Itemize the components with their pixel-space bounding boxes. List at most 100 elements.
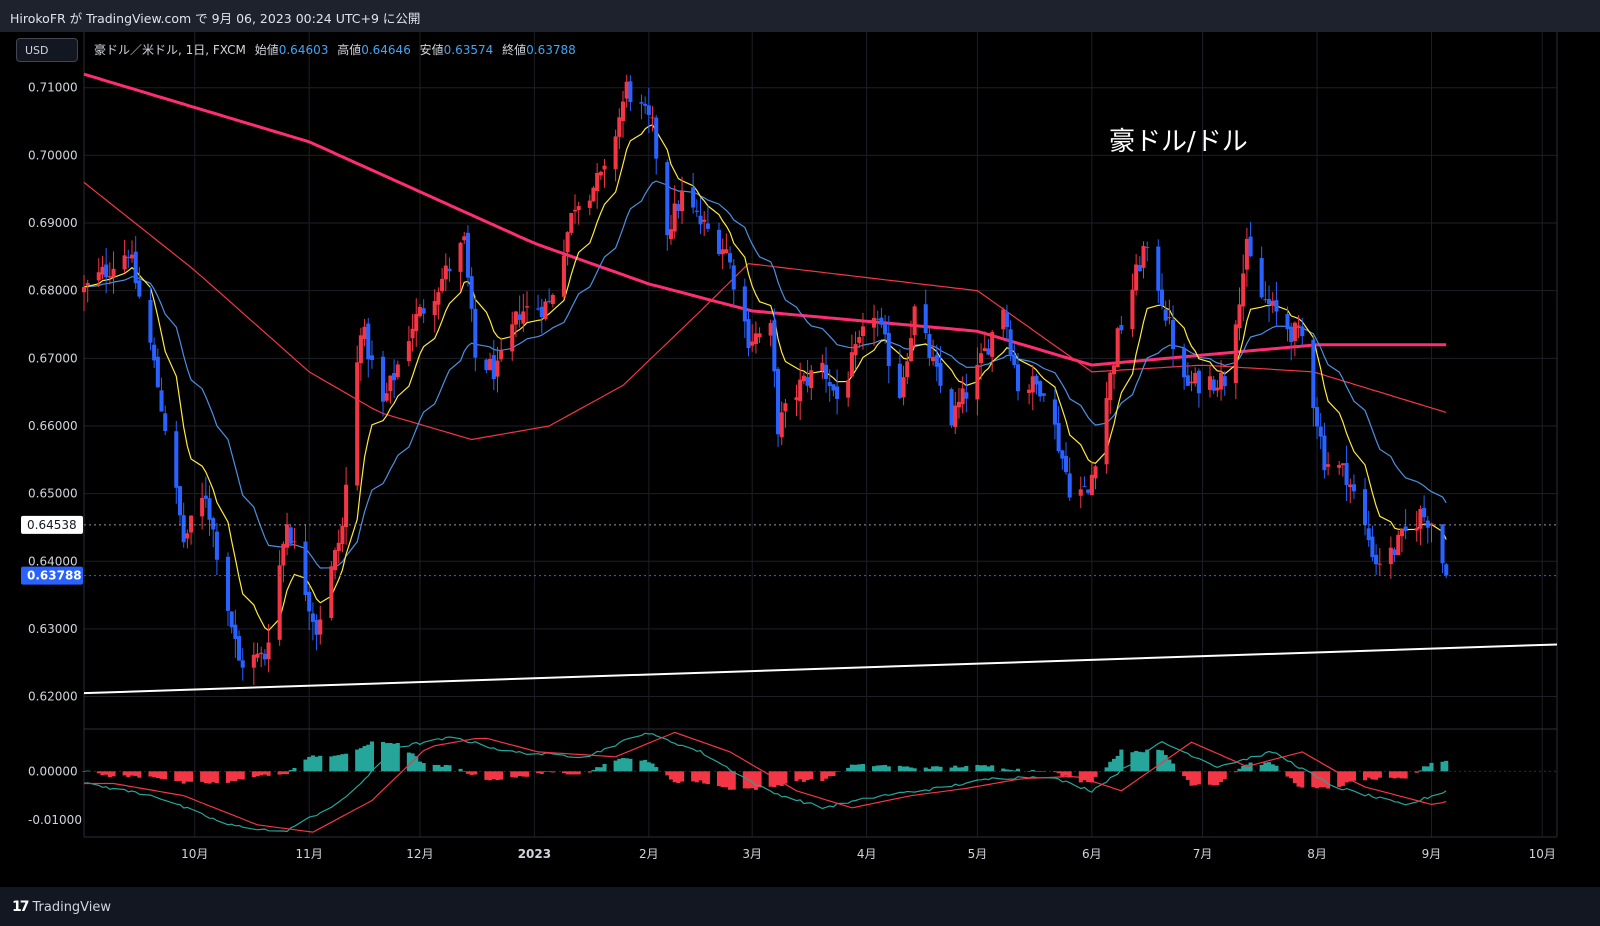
macd-axis: 0.00000 -0.01000: [28, 764, 82, 827]
macd-histogram-bar: [1263, 762, 1268, 772]
candle-body: [650, 117, 655, 119]
macd-histogram-bar: [757, 771, 762, 788]
chart-area[interactable]: 0.71000 0.70000 0.69000 0.68000 0.67000 0.660…: [0, 32, 1600, 887]
candle-body: [1337, 464, 1342, 468]
candle-body: [1263, 299, 1268, 301]
candle-body: [849, 352, 854, 377]
macd-histogram-bar: [1315, 771, 1320, 789]
macd-histogram-bar: [1418, 770, 1423, 772]
candle-body: [1207, 376, 1213, 390]
candle-body: [1370, 536, 1375, 558]
candle-body: [783, 403, 788, 412]
macd-histogram-bar: [643, 759, 648, 772]
macd-histogram-bar: [598, 767, 603, 772]
tradingview-logo[interactable]: 17 TradingView: [12, 899, 111, 915]
candle-body: [122, 255, 127, 270]
candle-body: [395, 364, 400, 378]
trendline[interactable]: [83, 643, 1558, 695]
candle-body: [465, 232, 470, 278]
macd-histogram-bar: [392, 743, 397, 772]
macd-histogram-bar: [524, 771, 530, 777]
macd-histogram-bar: [214, 771, 219, 784]
candle-body: [362, 326, 367, 340]
candlestick-chart[interactable]: 0.71000 0.70000 0.69000 0.68000 0.67000 0.660…: [0, 32, 1600, 887]
macd-histogram-bar: [1340, 771, 1345, 786]
candle-body: [908, 338, 913, 362]
candle-body: [772, 320, 777, 372]
candle-body: [200, 497, 205, 517]
macd-histogram-bar: [1259, 764, 1264, 772]
macd-histogram-bar: [484, 771, 489, 780]
macd-histogram-bar: [875, 765, 880, 772]
candle-body: [318, 619, 323, 635]
candle-body: [1267, 299, 1272, 305]
currency-button[interactable]: USD: [16, 38, 78, 62]
candle-body: [912, 306, 917, 336]
macd-histogram-bar: [1163, 754, 1168, 772]
candle-body: [288, 527, 293, 544]
candle-body: [975, 364, 980, 400]
mid-moving-average-line: [83, 180, 1447, 569]
macd-histogram-bar: [886, 766, 891, 772]
candle-body: [177, 486, 183, 516]
macd-histogram-bar: [1233, 771, 1238, 773]
macd-histogram-bar: [1292, 771, 1297, 784]
candle-body: [746, 319, 751, 349]
macd-histogram-bar: [1012, 770, 1017, 772]
candle-body: [543, 301, 548, 320]
candle-body: [1292, 322, 1297, 342]
macd-histogram-bar: [883, 764, 888, 772]
candle-body: [1163, 309, 1168, 321]
candle-body: [1440, 524, 1445, 564]
macd-histogram-bar: [447, 765, 452, 772]
macd-histogram-bar: [1311, 771, 1316, 788]
macd-histogram-bar: [768, 771, 773, 787]
macd-histogram-bar: [934, 766, 939, 772]
candle-body: [1259, 258, 1264, 298]
macd-histogram-bar: [731, 771, 736, 790]
macd-histogram-bar: [1104, 767, 1109, 772]
macd-histogram-bar: [613, 760, 618, 772]
candle-body: [1270, 300, 1275, 306]
macd-histogram-bar: [550, 771, 555, 773]
candle-body: [702, 219, 707, 222]
macd-histogram-bar: [1108, 761, 1113, 772]
macd-histogram-bar: [513, 771, 518, 778]
candle-body: [794, 397, 799, 400]
macd-histogram-bar: [835, 771, 840, 772]
macd-histogram-bar: [495, 771, 500, 781]
candle-body: [809, 370, 814, 389]
macd-histogram-bar: [1322, 771, 1327, 788]
macd-histogram-bar: [318, 755, 323, 772]
slow-moving-average-line: [83, 181, 1447, 441]
price-tick-label: 0.66000: [28, 419, 78, 433]
candle-body: [561, 255, 566, 297]
macd-histogram-bar: [340, 754, 345, 772]
candle-body: [587, 200, 592, 208]
macd-histogram-bar: [436, 764, 441, 772]
price-badges: 0.64538 0.63788: [21, 515, 1557, 585]
macd-histogram-bar: [303, 759, 308, 772]
macd-histogram-bar: [1171, 763, 1176, 772]
candle-body: [1015, 364, 1021, 392]
macd-histogram-bar: [536, 771, 541, 774]
legend-symbol[interactable]: 豪ドル／米ドル, 1日, FXCM: [94, 43, 246, 57]
macd-histogram-bar: [1119, 749, 1124, 772]
macd-histogram-bar: [742, 771, 747, 789]
candle-body: [310, 613, 315, 622]
macd-histogram-bar: [85, 770, 90, 772]
macd-histogram-bar: [229, 771, 234, 781]
candle-body: [798, 379, 803, 402]
candle-body: [155, 356, 160, 388]
macd-histogram-bar: [576, 771, 581, 775]
macd-histogram-bar: [1237, 768, 1242, 772]
macd-histogram-bar: [336, 755, 341, 772]
candle-body: [1377, 563, 1382, 565]
macd-histogram-bar: [720, 771, 725, 788]
macd-histogram-bar: [1134, 750, 1139, 772]
macd-histogram-bar: [1089, 771, 1094, 783]
time-tick-label: 10月: [181, 847, 208, 861]
macd-tick-label: -0.01000: [28, 813, 82, 827]
candle-body: [646, 105, 651, 115]
macd-histogram-bar: [587, 771, 592, 773]
